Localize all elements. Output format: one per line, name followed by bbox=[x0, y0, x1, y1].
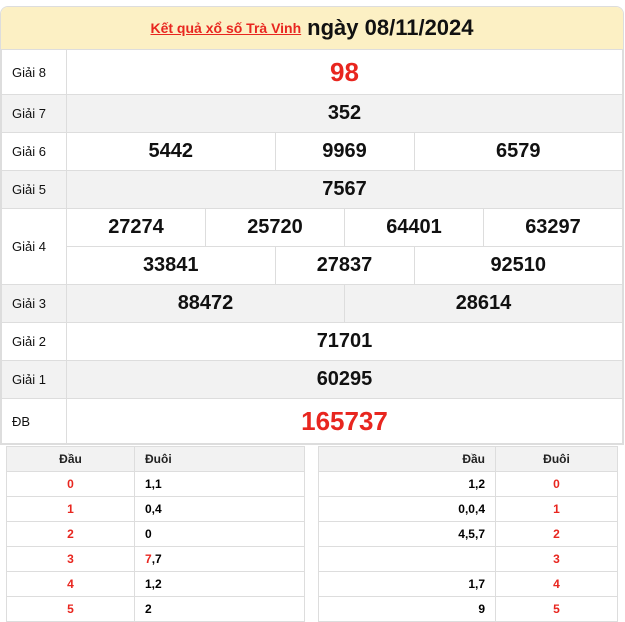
duoi-red: 7 bbox=[145, 552, 152, 566]
duoi-cell: 0 bbox=[134, 521, 305, 547]
province-results-link[interactable]: Kết quả xổ số Trà Vinh bbox=[150, 20, 302, 36]
dau-cell: 3 bbox=[6, 546, 135, 572]
prize-label: Giải 5 bbox=[1, 170, 67, 209]
duoi-cell: 1,2 bbox=[134, 571, 305, 597]
prize-number: 98 bbox=[66, 49, 623, 95]
prize-label: Giải 7 bbox=[1, 94, 67, 133]
table-row: 1 0,4 bbox=[6, 496, 305, 522]
duoi-cell: 1 bbox=[495, 496, 618, 522]
prize-number: 92510 bbox=[413, 246, 623, 285]
table-row: 3 7,7 bbox=[6, 546, 305, 572]
duoi-value: 0,4 bbox=[145, 502, 162, 516]
prize-number: 7567 bbox=[66, 170, 623, 209]
prize-number: 352 bbox=[66, 94, 623, 133]
prize-number: 5442 bbox=[66, 132, 276, 171]
dau-cell: 2 bbox=[6, 521, 135, 547]
results-header: Kết quả xổ số Trà Vinh ngày 08/11/2024 bbox=[1, 7, 623, 49]
table-row: 1,7 4 bbox=[318, 571, 618, 597]
dau-cell: 4 bbox=[6, 571, 135, 597]
dau-cell: 0 bbox=[6, 471, 135, 497]
duoi-cell: 2 bbox=[495, 521, 618, 547]
prize-number: 9969 bbox=[274, 132, 415, 171]
duoi-value: 0 bbox=[145, 527, 152, 541]
table-row: 4 1,2 bbox=[6, 571, 305, 597]
prize-label: Giải 8 bbox=[1, 49, 67, 95]
dau-cell: 1 bbox=[6, 496, 135, 522]
prize-number: 6579 bbox=[413, 132, 623, 171]
prize-number: 33841 bbox=[66, 246, 276, 285]
table-row: 4,5,7 2 bbox=[318, 521, 618, 547]
prize-label: Giải 2 bbox=[1, 322, 67, 361]
prize-label: ĐB bbox=[1, 398, 67, 444]
duoi-cell: 7,7 bbox=[134, 546, 305, 572]
duoi-value: 1,1 bbox=[145, 477, 162, 491]
duoi-cell: 4 bbox=[495, 571, 618, 597]
table-row: 0 1,1 bbox=[6, 471, 305, 497]
prize-number: 27274 bbox=[66, 208, 206, 247]
dau-cell bbox=[318, 546, 496, 572]
prize-label: Giải 4 bbox=[1, 208, 67, 285]
prize-number: 60295 bbox=[66, 360, 623, 399]
duoi-cell: 0,4 bbox=[134, 496, 305, 522]
column-header: Đầu bbox=[318, 446, 496, 472]
prize-number: 71701 bbox=[66, 322, 623, 361]
duoi-value: 1,2 bbox=[145, 577, 162, 591]
prize-label: Giải 1 bbox=[1, 360, 67, 399]
prize-number: 25720 bbox=[205, 208, 345, 247]
column-header: Đuôi bbox=[134, 446, 305, 472]
duoi-cell: 0 bbox=[495, 471, 618, 497]
dau-cell: 1,2 bbox=[318, 471, 496, 497]
prize-label: Giải 3 bbox=[1, 284, 67, 323]
dau-cell: 0,0,4 bbox=[318, 496, 496, 522]
prize-label: Giải 6 bbox=[1, 132, 67, 171]
prize-number: 88472 bbox=[66, 284, 345, 323]
dau-table: Đầu Đuôi 0 1,1 1 0,4 2 0 3 7,7 4 1,2 5 2 bbox=[6, 446, 305, 622]
duoi-cell: 1,1 bbox=[134, 471, 305, 497]
special-prize-number: 165737 bbox=[66, 398, 623, 444]
duoi-value: 2 bbox=[145, 602, 152, 616]
duoi-table: Đầu Đuôi 1,2 0 0,0,4 1 4,5,7 2 3 1,7 4 9 5 bbox=[318, 446, 618, 622]
duoi-value: ,7 bbox=[151, 552, 162, 566]
table-row: 1,2 0 bbox=[318, 471, 618, 497]
column-header: Đuôi bbox=[495, 446, 618, 472]
prize-number: 27837 bbox=[274, 246, 415, 285]
column-header: Đầu bbox=[6, 446, 135, 472]
prize-number: 64401 bbox=[344, 208, 484, 247]
duoi-cell: 3 bbox=[495, 546, 618, 572]
prize-table: Giải 8 98 Giải 7 352 Giải 6 5442 9969 6579 Gi… bbox=[1, 49, 623, 444]
results-date: ngày 08/11/2024 bbox=[307, 15, 474, 40]
results-panel: Kết quả xổ số Trà Vinh ngày 08/11/2024 G… bbox=[0, 6, 624, 445]
prize-number: 28614 bbox=[344, 284, 623, 323]
dau-cell: 4,5,7 bbox=[318, 521, 496, 547]
table-row: 3 bbox=[318, 546, 618, 572]
dau-cell: 1,7 bbox=[318, 571, 496, 597]
table-row: 0,0,4 1 bbox=[318, 496, 618, 522]
prize-number: 63297 bbox=[483, 208, 623, 247]
